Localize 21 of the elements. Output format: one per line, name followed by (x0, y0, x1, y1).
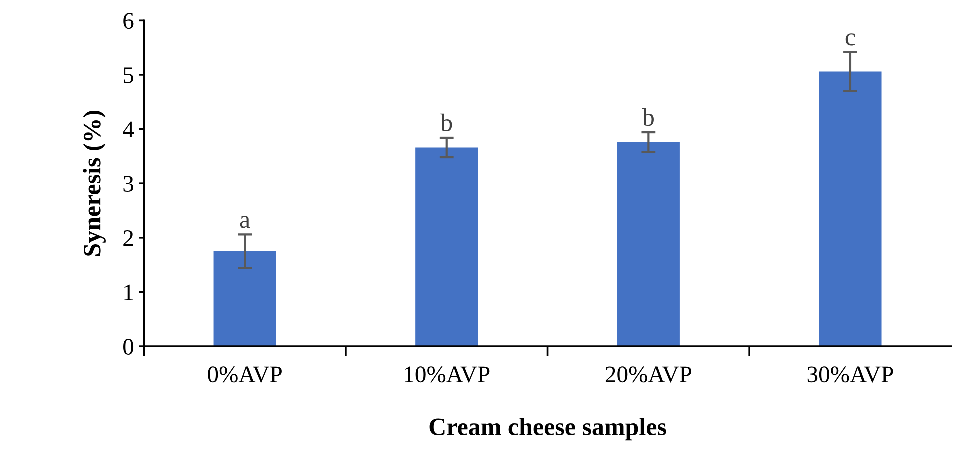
y-tick-label: 3 (124, 176, 134, 192)
bar (819, 72, 882, 347)
bar (617, 142, 680, 347)
y-tick-label: 4 (123, 122, 134, 138)
x-tick-label: 10%AVP (405, 366, 490, 383)
x-tick-label: 20%AVP (606, 366, 692, 383)
x-tick-label: 0%AVP (208, 366, 282, 383)
x-tick-label: 30%AVP (808, 366, 894, 383)
y-tick-label: 2 (124, 230, 134, 246)
bar (416, 148, 478, 347)
x-axis-title: Cream cheese samples (430, 418, 666, 441)
y-tick-label: 0 (124, 339, 134, 355)
annotation: b (642, 108, 654, 126)
annotation: c (846, 34, 856, 46)
annotation: b (440, 114, 452, 132)
bar (214, 251, 276, 347)
y-tick-label: 5 (124, 68, 134, 84)
annotation: a (240, 216, 250, 228)
y-axis-title: Syneresis (%) (83, 110, 106, 256)
y-tick-label: 1 (124, 284, 134, 300)
y-tick-label: 6 (124, 13, 134, 30)
